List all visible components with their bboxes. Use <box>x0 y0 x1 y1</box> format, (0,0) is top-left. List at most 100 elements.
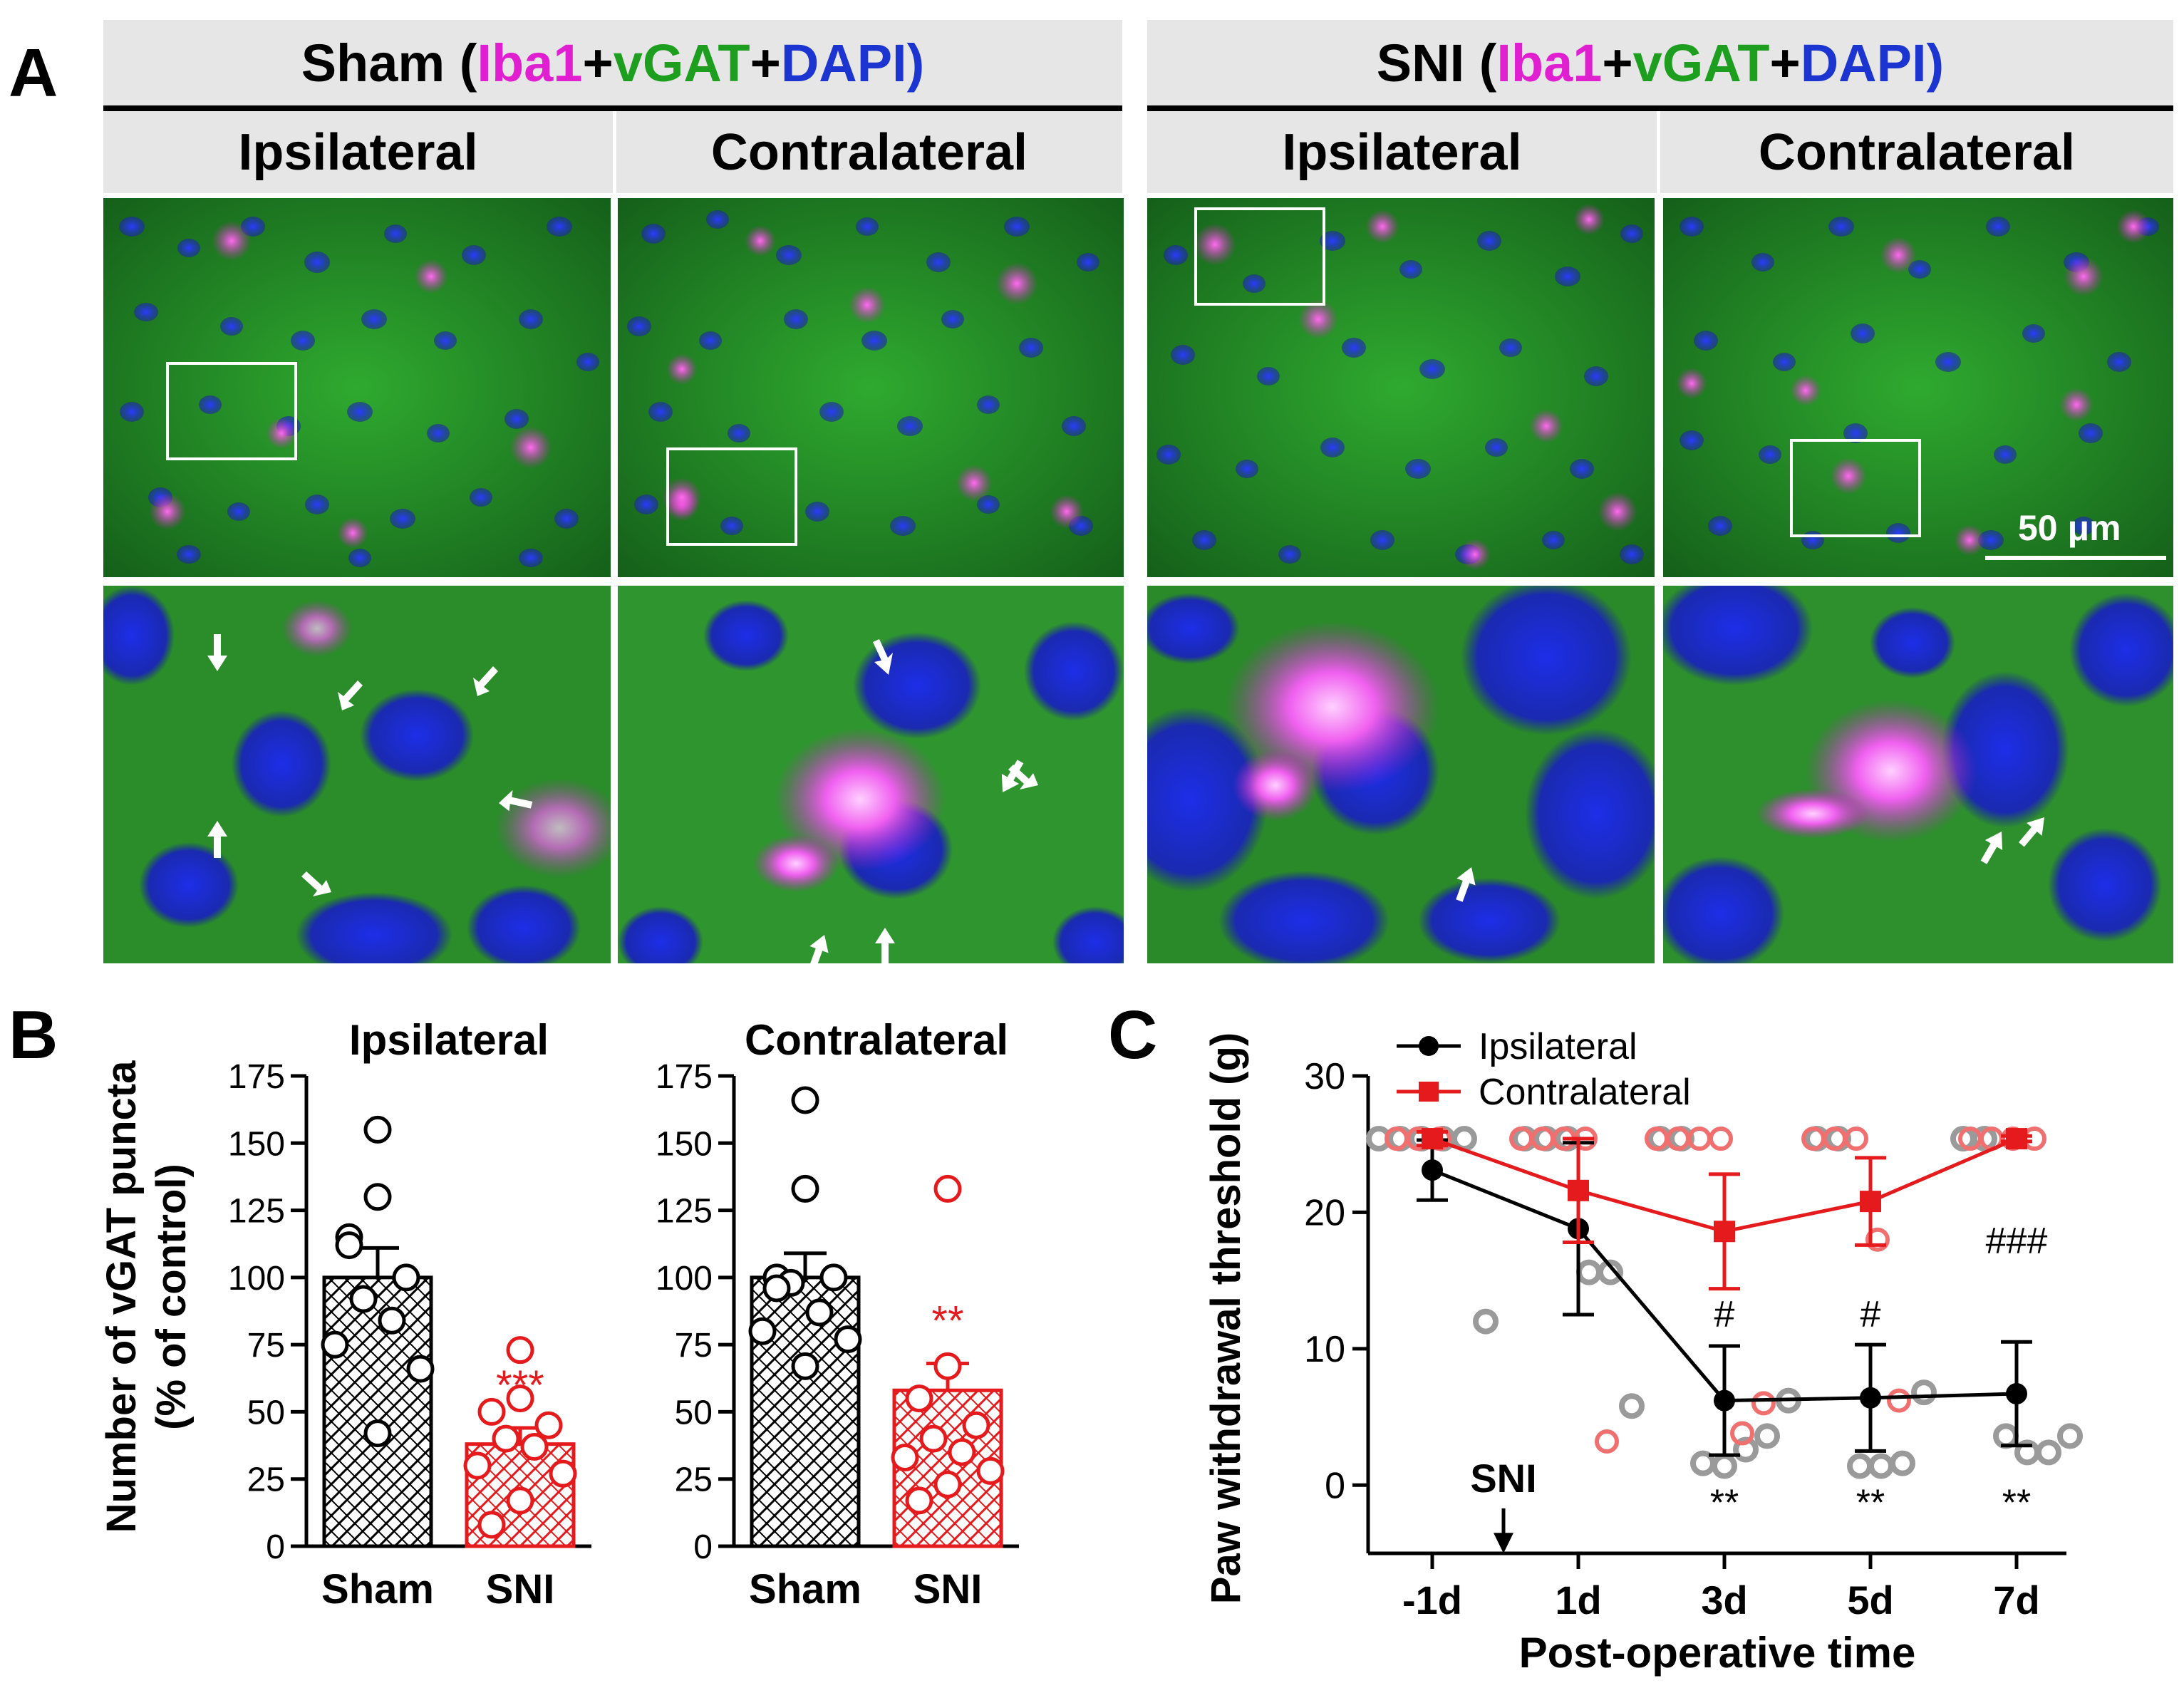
data-point <box>378 1306 406 1335</box>
data-point <box>549 1459 577 1488</box>
data-point <box>976 1456 1005 1485</box>
marker-contralateral <box>1714 1221 1735 1243</box>
data-point <box>819 1263 848 1292</box>
individual-point-ipsilateral <box>1733 1436 1759 1463</box>
x-tick-label: 7d <box>1993 1578 2039 1622</box>
group-name: Sham <box>301 33 445 93</box>
zoom-box <box>1790 439 1921 537</box>
y-tick-label: 25 <box>675 1461 713 1499</box>
significance-asterisk: ** <box>1710 1482 1739 1523</box>
y-tick-label: 50 <box>675 1394 713 1431</box>
data-point <box>534 1411 563 1439</box>
y-tick-label: 175 <box>656 1058 713 1096</box>
data-point <box>349 1285 378 1313</box>
ylabel-line2: (% of control) <box>148 1164 195 1430</box>
micrograph-sham-contra-overview <box>618 198 1124 577</box>
significance-label: ** <box>931 1298 963 1345</box>
data-point <box>363 1183 392 1211</box>
legend-marker-ipsilateral <box>1419 1036 1439 1056</box>
y-tick-label: 125 <box>228 1193 285 1231</box>
y-tick-label: 100 <box>656 1260 713 1298</box>
y-tick-label: 0 <box>266 1528 285 1566</box>
individual-point-ipsilateral <box>1473 1308 1499 1335</box>
individual-point-ipsilateral <box>2057 1423 2083 1449</box>
fluorescence-image <box>618 586 1124 963</box>
individual-point-contralateral <box>1887 1388 1911 1413</box>
individual-point-ipsilateral <box>1911 1379 1937 1406</box>
iba1-label: Iba1 <box>1496 33 1603 93</box>
data-point <box>933 1470 962 1498</box>
group-name: SNI <box>1376 33 1465 93</box>
x-tick-label: SNI <box>914 1566 983 1612</box>
side-header-sham-contralateral: Contralateral <box>616 111 1122 193</box>
side-header-sni-contralateral: Contralateral <box>1660 111 2173 193</box>
x-tick-label: -1d <box>1402 1578 1462 1622</box>
scale-bar-label: 50 μm <box>2018 508 2121 548</box>
micrograph-sni-contra-zoom <box>1663 586 2173 963</box>
fluorescence-image <box>103 586 611 963</box>
data-point <box>791 1174 819 1203</box>
y-tick-label: 20 <box>1304 1192 1345 1233</box>
data-point <box>506 1336 534 1365</box>
individual-point-ipsilateral <box>1890 1450 1915 1476</box>
paren-close: ) <box>906 33 925 93</box>
sham-divider <box>103 105 1122 111</box>
individual-point-ipsilateral <box>1712 1453 1737 1479</box>
data-point <box>463 1451 492 1480</box>
x-tick-label: Sham <box>749 1566 861 1612</box>
arrow-icons <box>1980 817 2044 864</box>
zoom-box <box>166 362 297 460</box>
fluorescence-image <box>618 198 1124 577</box>
plus-label: + <box>750 33 781 93</box>
y-tick-label: 30 <box>1304 1056 1345 1097</box>
sham-group-header: Sham (Iba1 + vGAT + DAPI) <box>103 20 1122 105</box>
data-point <box>933 1352 962 1380</box>
panel-a-letter: A <box>9 35 58 111</box>
data-point <box>321 1330 349 1359</box>
marker-contralateral <box>2006 1128 2027 1150</box>
individual-point-ipsilateral <box>1619 1393 1645 1419</box>
individual-point-ipsilateral <box>2036 1439 2061 1466</box>
data-point <box>520 1432 549 1461</box>
sni-marker-label: SNI <box>1470 1456 1536 1501</box>
individual-point-ipsilateral <box>1847 1453 1873 1479</box>
y-axis-label: Paw withdrawal threshold (g) <box>1203 1032 1249 1604</box>
bar-chart-ipsilateral: Ipsilateral 0 25 50 75 100 125 150 175 Sham *** SNI <box>228 1016 591 1612</box>
side-header-sham-ipsilateral: Ipsilateral <box>103 111 613 193</box>
fluorescence-image <box>103 198 611 577</box>
panel-c-letter: C <box>1108 997 1158 1073</box>
x-tick-label: SNI <box>486 1566 555 1612</box>
legend-label-ipsilateral: Ipsilateral <box>1479 1026 1637 1067</box>
bar-sham <box>322 1275 433 1548</box>
data-point <box>905 1486 933 1515</box>
data-point <box>834 1325 862 1354</box>
micrograph-sni-ipsi-zoom <box>1147 586 1655 963</box>
zoom-box <box>1194 207 1325 306</box>
data-point <box>477 1511 506 1539</box>
fluorescence-image <box>1663 198 2173 577</box>
y-tick-label: 100 <box>228 1260 285 1298</box>
fluorescence-image <box>1147 586 1655 963</box>
marker-contralateral <box>1422 1128 1443 1150</box>
individual-point-contralateral <box>1709 1127 1733 1151</box>
ylabel-svg: Number of vGAT puncta (% of control) <box>98 1060 195 1533</box>
x-tick-label: 5d <box>1847 1578 1893 1622</box>
bar-chart-contralateral: Contralateral 0 25 50 75 100 125 150 175 Sham ** SN… <box>656 1016 1019 1612</box>
individual-point-ipsilateral <box>1972 1126 1997 1152</box>
significance-hash: # <box>1714 1294 1735 1335</box>
sni-divider <box>1147 105 2173 111</box>
plus-label: + <box>1769 33 1801 93</box>
y-tick-label: 150 <box>228 1125 285 1163</box>
paren-close: ) <box>1926 33 1945 93</box>
micrograph-sham-ipsi-overview <box>103 198 611 577</box>
dapi-label: DAPI <box>780 33 907 93</box>
data-point <box>962 1411 990 1439</box>
marker-contralateral <box>1568 1179 1589 1201</box>
micrograph-sham-ipsi-zoom <box>103 586 611 963</box>
x-tick-label: 3d <box>1701 1578 1747 1622</box>
y-tick-label: 150 <box>656 1125 713 1163</box>
data-point <box>948 1438 976 1466</box>
iba1-label: Iba1 <box>477 33 583 93</box>
data-point <box>791 1086 819 1114</box>
significance-asterisk: ** <box>2002 1482 2031 1523</box>
